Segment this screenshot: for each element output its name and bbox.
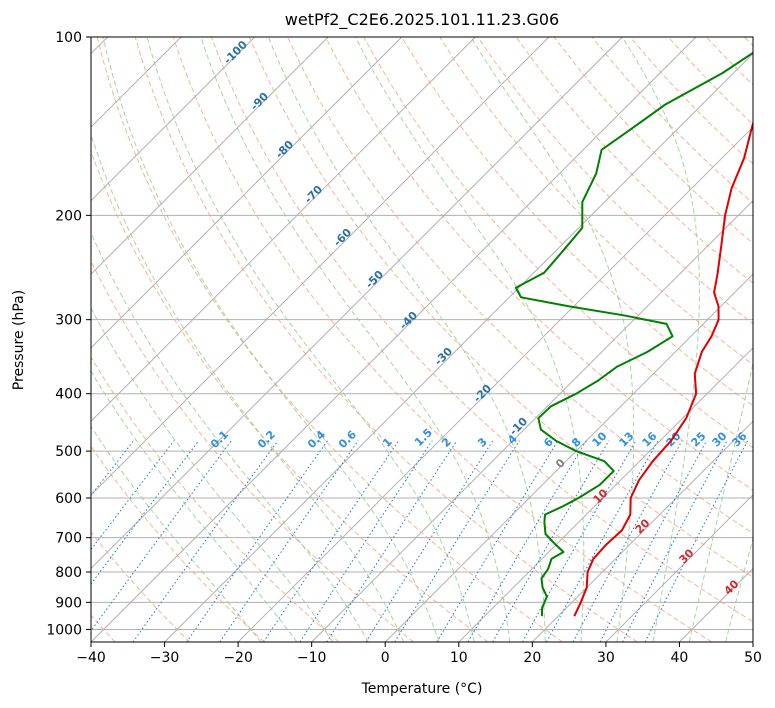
moist-adiabat-line xyxy=(91,425,262,642)
x-tick-label: 10 xyxy=(450,650,468,666)
x-tick-label: −40 xyxy=(76,650,106,666)
dry-adiabat-line xyxy=(439,37,753,366)
x-tick-label: −30 xyxy=(150,650,180,666)
isotherm-line xyxy=(91,37,476,423)
moist-adiabat-line xyxy=(267,37,546,642)
moist-adiabat-line xyxy=(725,536,753,642)
dry-adiabat-lines xyxy=(91,37,753,642)
mixing-ratio-lines xyxy=(91,440,749,642)
y-tick-label: 800 xyxy=(55,565,82,581)
temperature-series-line xyxy=(573,121,753,617)
dry-adiabat-line xyxy=(134,37,638,642)
moist-adiabat-line xyxy=(102,37,440,642)
mixing-ratio-line xyxy=(644,440,749,642)
mixing-ratio-line xyxy=(546,440,659,642)
dry-adiabat-line xyxy=(210,37,753,623)
moist-adiabat-line xyxy=(91,231,369,642)
mixing-ratio-line xyxy=(299,440,433,642)
mixing-ratio-line xyxy=(91,440,232,632)
sounding-profiles xyxy=(514,51,753,617)
y-axis-ticks: 100 200 300 400 500 600 700 800 900 1000 xyxy=(46,30,91,638)
mixing-ratio-line xyxy=(467,440,587,642)
mixing-ratio-line xyxy=(326,440,458,642)
isotherm-line xyxy=(91,37,329,275)
dry-adiabat-line xyxy=(325,37,753,491)
mixing-ratio-line xyxy=(522,440,637,642)
mixing-ratio-line xyxy=(365,440,494,642)
isotherm-line xyxy=(164,52,753,642)
y-tick-label: 600 xyxy=(55,491,82,507)
moist-adiabat-line xyxy=(91,307,334,642)
moist-adiabat-line xyxy=(688,360,753,642)
moist-adiabat-line xyxy=(146,37,475,642)
moist-adiabat-line xyxy=(91,133,405,642)
dry-adiabat-line xyxy=(91,259,414,642)
isotherm-lines xyxy=(91,37,753,642)
mixing-ratio-line xyxy=(394,440,520,642)
moist-adiabat-line xyxy=(355,37,585,642)
isotherm-line xyxy=(458,347,753,642)
y-tick-label: 1000 xyxy=(46,622,82,638)
dewpoint-series-line xyxy=(514,51,753,617)
y-tick-label: 400 xyxy=(55,387,82,403)
isotherm-line xyxy=(237,126,753,642)
x-tick-label: −20 xyxy=(223,650,253,666)
plot-area: -100-90-80-70-60-50-40-30-20-10010203040… xyxy=(91,37,753,642)
dry-adiabat-line xyxy=(401,37,753,407)
y-tick-label: 900 xyxy=(55,595,82,611)
moist-adiabat-line xyxy=(621,37,700,642)
x-tick-label: 40 xyxy=(671,650,689,666)
isobar-grid xyxy=(91,37,753,630)
mixing-ratio-line xyxy=(572,440,683,642)
mixing-ratio-line xyxy=(186,440,329,642)
isotherm-line xyxy=(384,273,753,642)
y-tick-label: 200 xyxy=(55,208,82,224)
dry-adiabat-line xyxy=(91,356,340,642)
x-tick-label: 30 xyxy=(597,650,615,666)
isotherm-line xyxy=(91,37,623,570)
y-tick-label: 300 xyxy=(55,313,82,329)
x-tick-label: 0 xyxy=(381,650,390,666)
isotherm-line xyxy=(605,494,753,642)
y-axis-label: Pressure (hPa) xyxy=(11,290,27,390)
x-axis-label: Temperature (°C) xyxy=(361,681,483,697)
mixing-ratio-line xyxy=(492,440,610,642)
x-tick-label: 20 xyxy=(523,650,541,666)
mixing-ratio-line xyxy=(263,440,400,642)
mixing-ratio-line xyxy=(91,440,200,585)
moist-adiabat-line xyxy=(200,37,511,642)
isotherm-line xyxy=(91,37,550,496)
dry-adiabat-line xyxy=(91,150,489,642)
x-axis-ticks: −40 −30 −20 −10 0 10 20 30 40 50 xyxy=(76,642,762,666)
chart-title: wetPf2_C2E6.2025.101.11.23.G06 xyxy=(285,10,559,30)
x-tick-label: 50 xyxy=(744,650,762,666)
dry-adiabat-line xyxy=(515,37,753,284)
isotherm-line xyxy=(531,420,753,642)
x-tick-label: −10 xyxy=(297,650,327,666)
mixing-ratio-line xyxy=(219,440,359,642)
dry-adiabat-line xyxy=(248,37,753,578)
dry-adiabat-line xyxy=(96,37,563,642)
isotherm-line xyxy=(91,37,403,349)
mixing-ratio-line xyxy=(132,440,279,642)
dry-adiabat-line xyxy=(91,531,191,642)
mixing-ratio-line xyxy=(436,440,559,642)
y-tick-label: 700 xyxy=(55,531,82,547)
isotherm-line xyxy=(91,37,256,202)
plot-frame xyxy=(90,36,754,643)
y-tick-label: 500 xyxy=(55,444,82,460)
isotherm-line xyxy=(91,37,697,642)
y-tick-label: 100 xyxy=(55,30,82,46)
dry-adiabat-line xyxy=(91,445,265,642)
dry-adiabat-line xyxy=(172,37,713,642)
